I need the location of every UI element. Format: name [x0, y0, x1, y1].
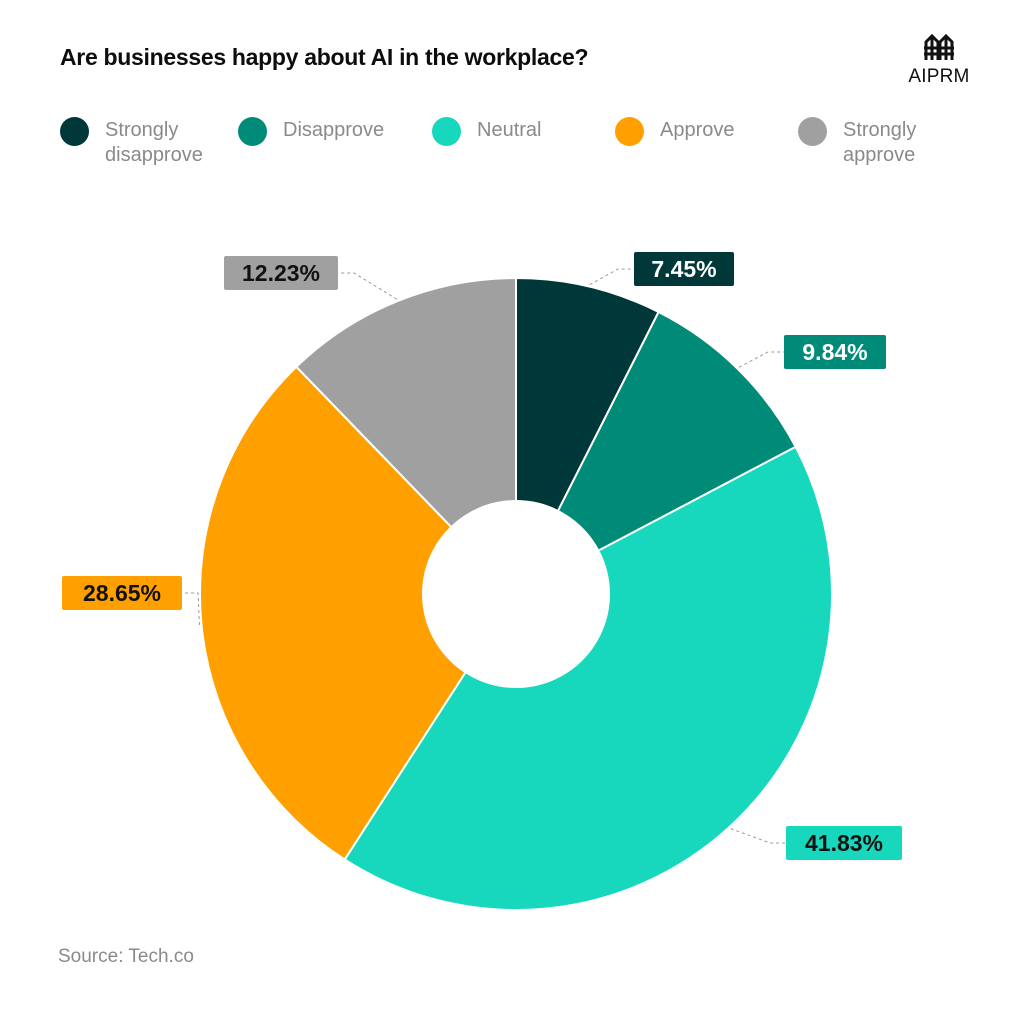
- donut-hole: [422, 500, 610, 688]
- data-label-strongly-approve: 12.23%: [242, 260, 320, 286]
- legend-label: Disapprove: [283, 119, 385, 141]
- legend: Strongly disapprove Disapprove Neutral A…: [60, 117, 960, 178]
- legend-swatch: [432, 117, 461, 146]
- data-label-box-approve: [62, 576, 182, 610]
- legend-label: Neutral: [477, 119, 542, 141]
- slice-strongly-approve: [294, 276, 517, 597]
- slice-disapprove: [513, 310, 797, 597]
- legend-item-approve: Approve: [615, 117, 735, 146]
- legend-swatch: [798, 117, 827, 146]
- leader-line-disapprove: [738, 351, 784, 368]
- legend-swatch: [238, 117, 267, 146]
- legend-label: Strongly disapprove: [105, 119, 203, 166]
- legend-label: Approve: [660, 119, 735, 141]
- legend-item-strongly-disapprove: Strongly disapprove: [60, 117, 203, 168]
- legend-label: Strongly approve: [843, 119, 917, 166]
- data-label-box-strongly-approve: [224, 256, 338, 290]
- brand-name: AIPRM: [908, 66, 970, 87]
- chart-title: Are businesses happy about AI in the wor…: [60, 44, 589, 70]
- leader-line-approve: [182, 592, 201, 626]
- legend-item-disapprove: Disapprove: [238, 117, 385, 146]
- leader-line-strongly-approve: [338, 272, 398, 300]
- slice-neutral: [343, 445, 833, 911]
- legend-item-strongly-approve: Strongly approve: [798, 117, 917, 168]
- data-label-neutral: 41.83%: [805, 830, 883, 856]
- slice-approve: [199, 365, 518, 861]
- source-note: Source: Tech.co: [58, 946, 194, 967]
- data-label-box-disapprove: [784, 335, 886, 369]
- data-label-box-neutral: [786, 826, 902, 860]
- data-label-strongly-disapprove: 7.45%: [651, 256, 716, 282]
- aiprm-logo-icon: [924, 33, 954, 60]
- data-label-approve: 28.65%: [83, 580, 161, 606]
- legend-swatch: [60, 117, 89, 146]
- leader-line-strongly-disapprove: [589, 268, 634, 286]
- legend-swatch: [615, 117, 644, 146]
- legend-item-neutral: Neutral: [432, 117, 542, 146]
- data-label-disapprove: 9.84%: [802, 339, 867, 365]
- leader-line-neutral: [730, 828, 786, 844]
- brand-logo: AIPRM: [903, 32, 975, 88]
- data-label-box-strongly-disapprove: [634, 252, 734, 286]
